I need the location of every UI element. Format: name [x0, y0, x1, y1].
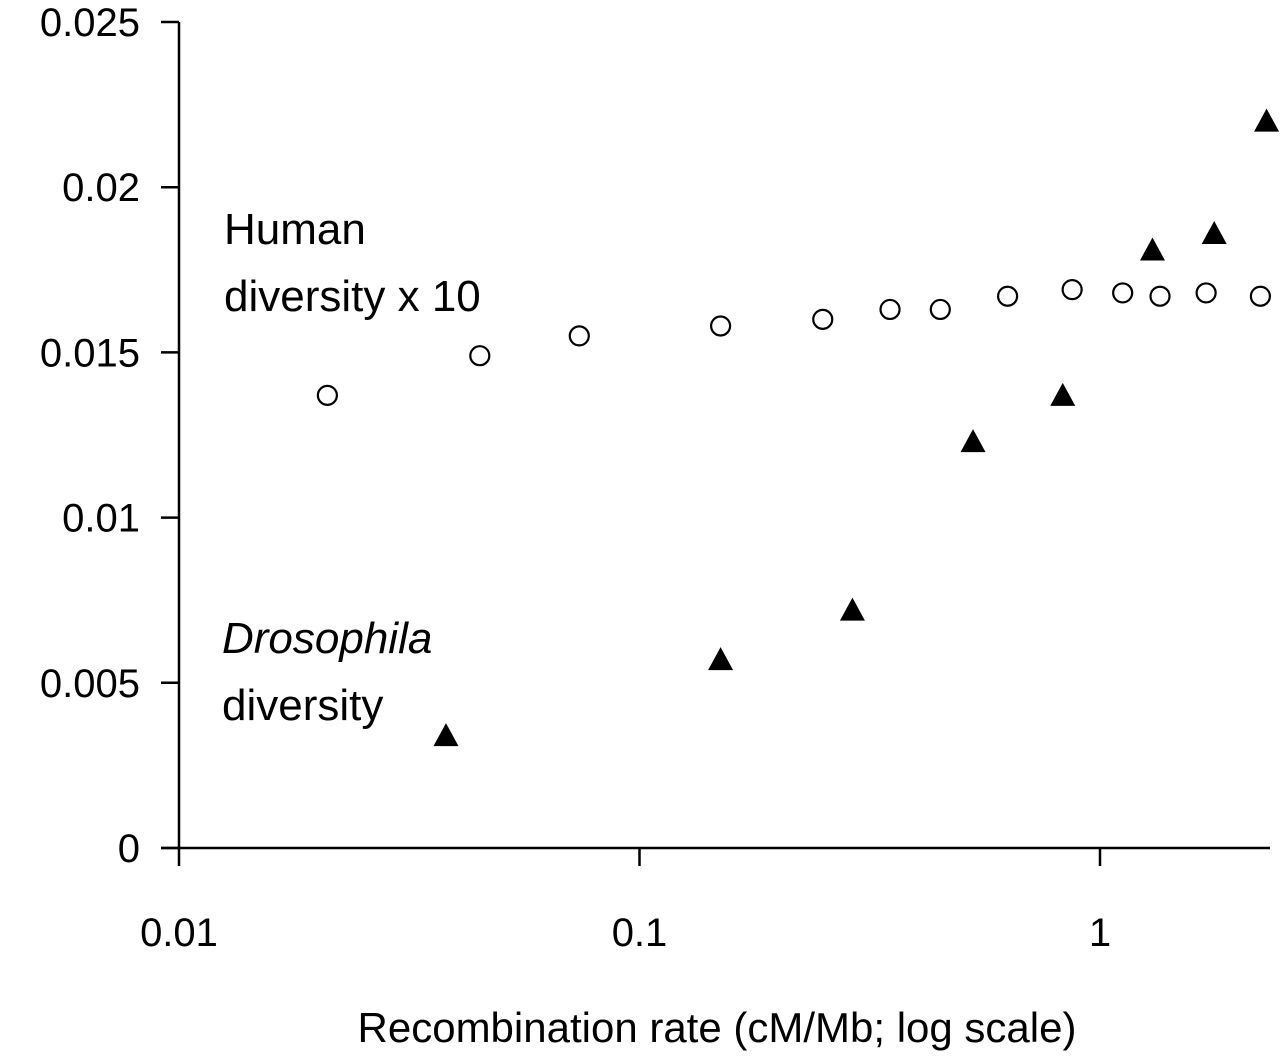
- x-tick-label: 0.01: [140, 911, 218, 955]
- y-tick-label: 0.015: [40, 331, 140, 375]
- data-point-circle: [996, 285, 1019, 307]
- x-tick-label: 1: [1089, 911, 1111, 955]
- data-point-triangle: [960, 429, 986, 453]
- data-point-triangle: [433, 723, 459, 747]
- data-point-circle: [1249, 285, 1271, 307]
- y-tick-label: 0.005: [40, 662, 140, 706]
- data-point-circle: [879, 298, 901, 321]
- data-point-triangle: [1201, 220, 1227, 244]
- data-point-circle: [709, 315, 732, 337]
- annotation-human-line1: Human: [224, 205, 366, 254]
- data-point-triangle: [1139, 237, 1165, 261]
- y-tick-label: 0.01: [62, 497, 140, 541]
- data-point-circle: [1149, 285, 1171, 307]
- data-point-circle: [469, 345, 491, 367]
- data-point-circle: [929, 298, 951, 321]
- data-point-circle: [812, 308, 834, 330]
- annotation-drosophila-line2: diversity: [222, 681, 383, 730]
- data-point-circle: [1112, 282, 1134, 304]
- data-point-circle: [1195, 282, 1217, 304]
- data-point-circle: [1061, 279, 1083, 301]
- data-point-triangle: [708, 647, 734, 671]
- annotation-human-line2: diversity x 10: [224, 272, 481, 321]
- data-point-triangle: [1254, 108, 1280, 132]
- x-tick-label: 0.1: [612, 911, 668, 955]
- axes: 0 0.005 0.01 0.015 0.02 0.025 0.01 0.1 1: [40, 1, 1270, 955]
- y-tick-label: 0.025: [40, 1, 140, 45]
- x-axis-title: Recombination rate (cM/Mb; log scale): [358, 1004, 1077, 1051]
- data-point-circle: [316, 384, 338, 406]
- y-tick-label: 0: [118, 827, 140, 871]
- data-point-triangle: [1050, 382, 1076, 406]
- annotation-drosophila-line1: Drosophila: [222, 614, 432, 663]
- y-tick-label: 0.02: [62, 166, 140, 210]
- data-point-triangle: [839, 597, 865, 621]
- data-marks: [316, 108, 1280, 747]
- data-point-circle: [568, 325, 590, 347]
